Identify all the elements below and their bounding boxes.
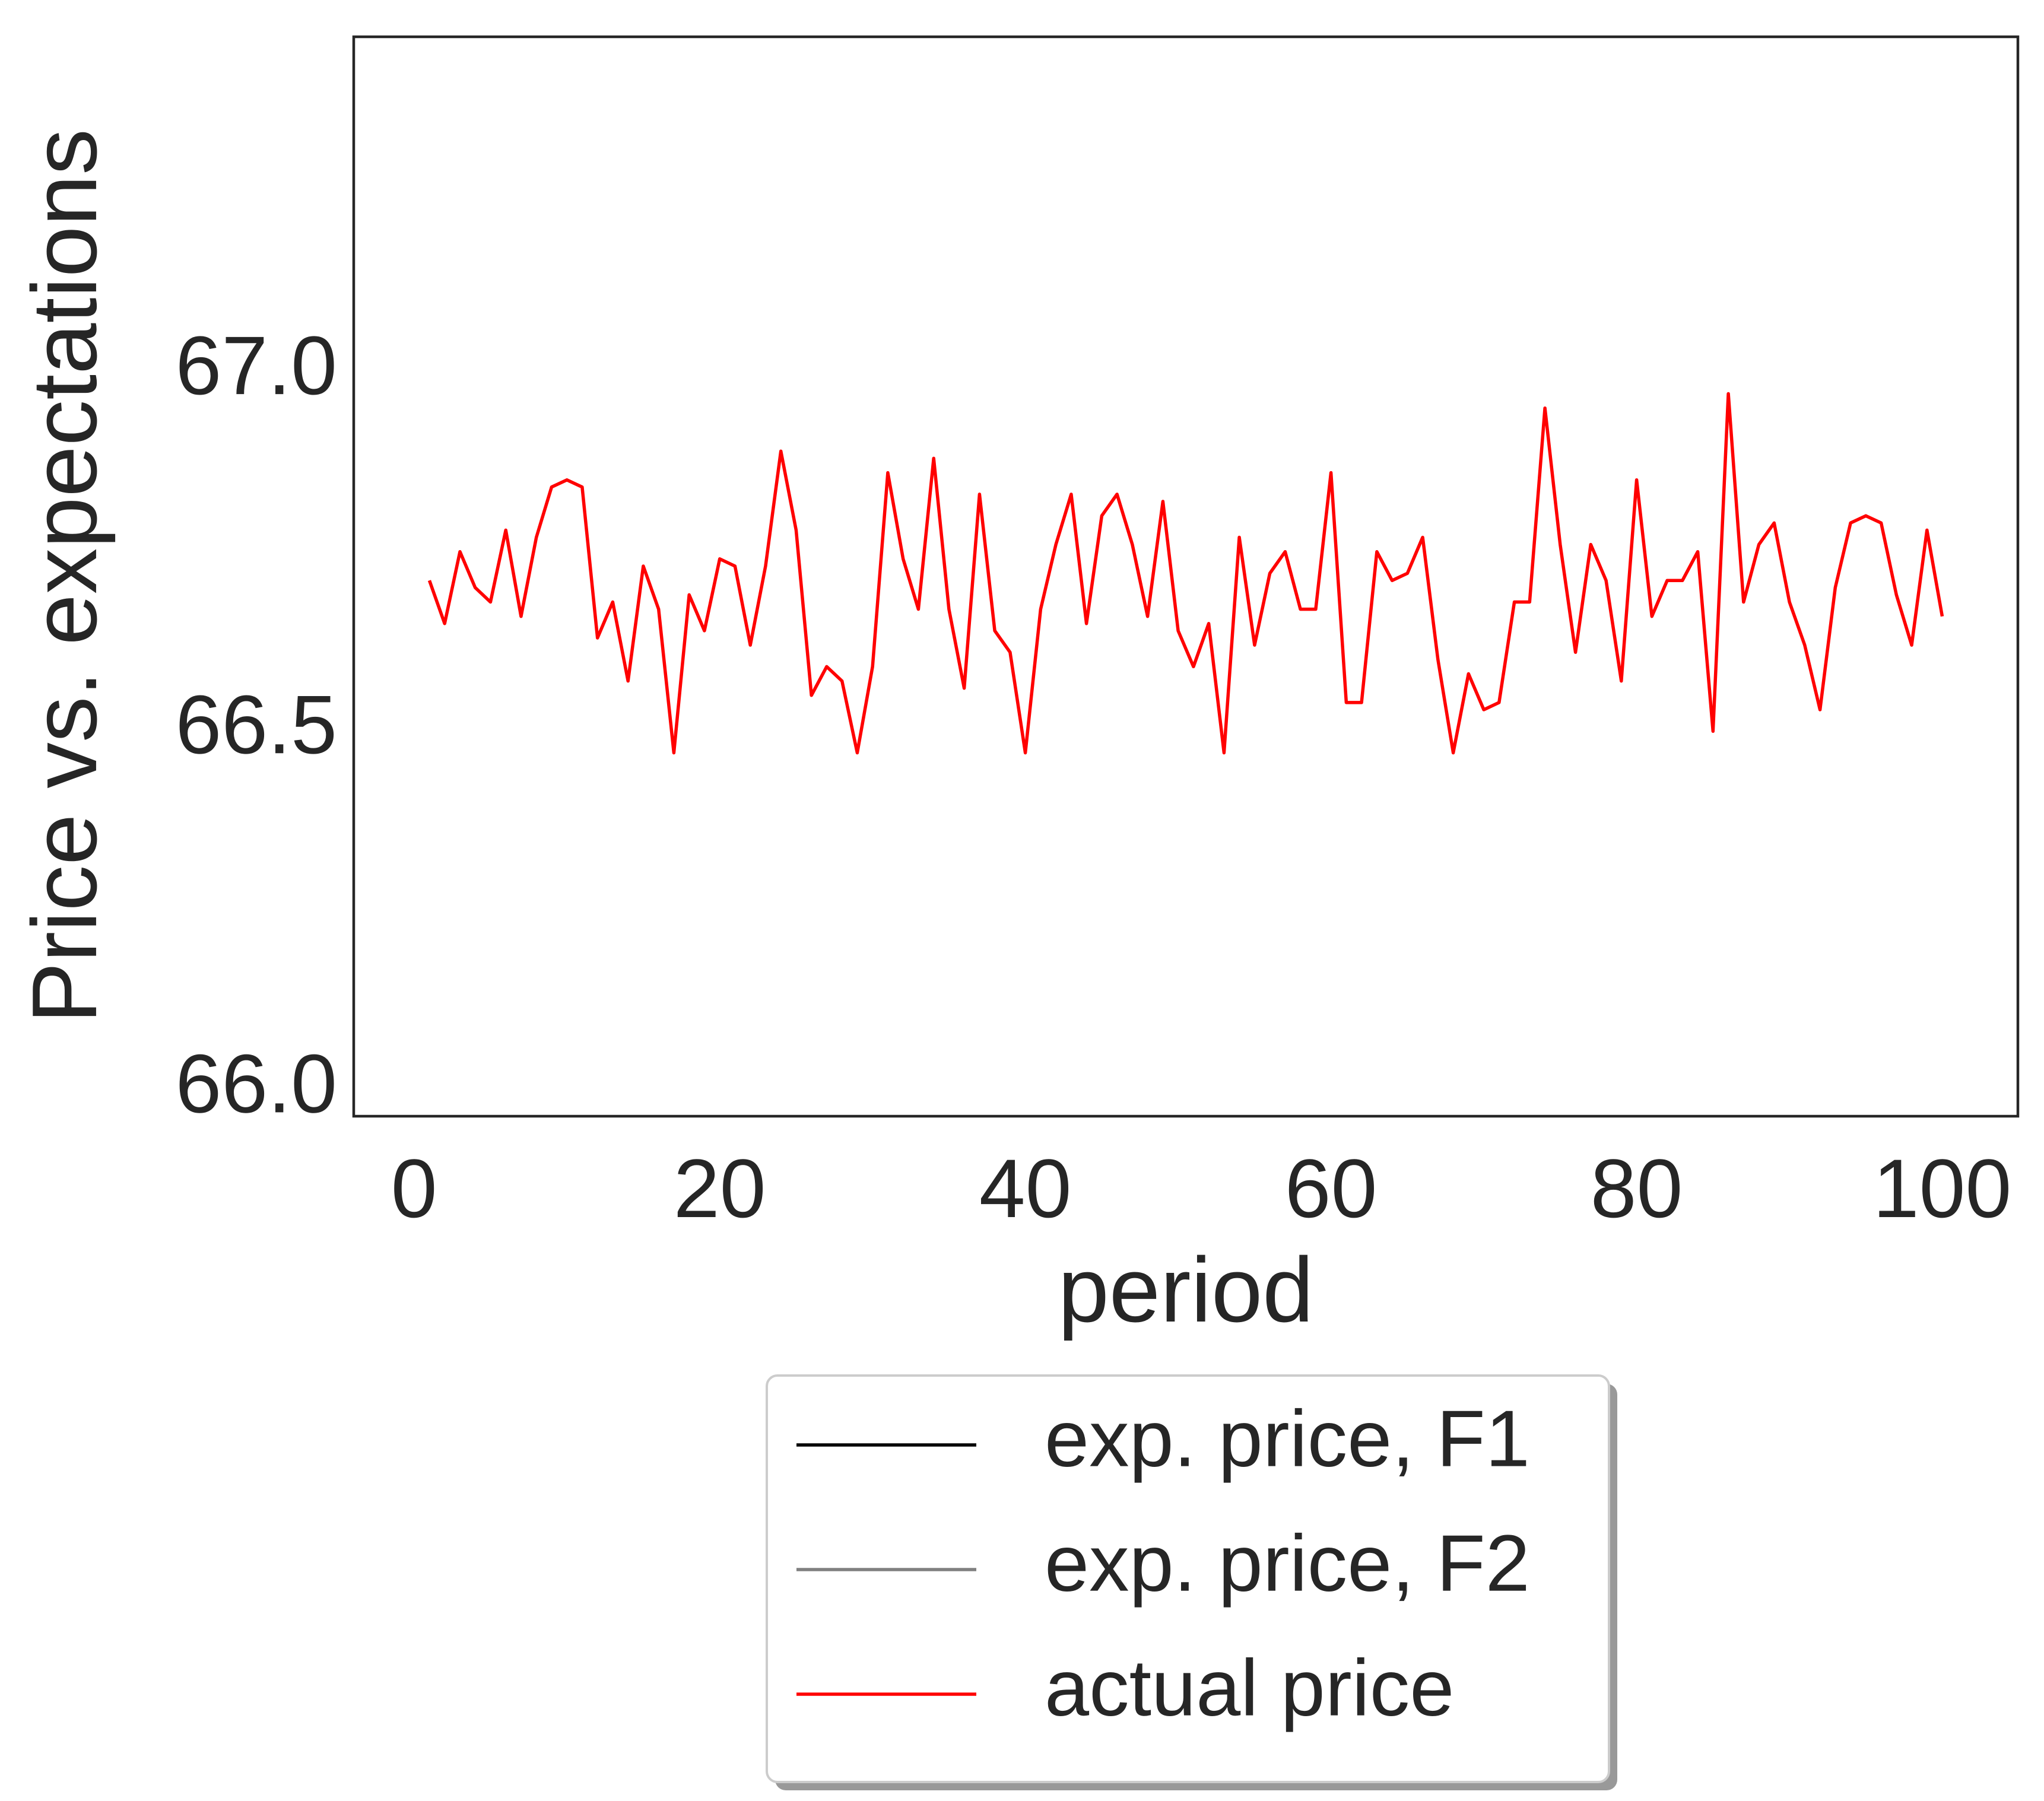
legend-label: exp. price, F2 xyxy=(1045,1519,1530,1608)
y-axis-label: Price vs. expectations xyxy=(13,129,116,1024)
x-tick-label: 0 xyxy=(391,1142,437,1235)
x-tick-label: 80 xyxy=(1591,1142,1683,1235)
x-tick-label: 60 xyxy=(1285,1142,1378,1235)
plot-frame xyxy=(352,35,2020,1118)
x-tick-label: 20 xyxy=(674,1142,766,1235)
x-axis-label: period xyxy=(1058,1238,1314,1341)
y-tick-label: 66.5 xyxy=(176,678,337,771)
legend-box xyxy=(766,1374,1610,1783)
legend-label: exp. price, F1 xyxy=(1045,1394,1530,1484)
series-line xyxy=(427,392,1944,755)
x-tick-label: 40 xyxy=(979,1142,1072,1235)
y-tick-label: 66.0 xyxy=(176,1037,337,1130)
legend-label: actual price xyxy=(1045,1643,1454,1733)
x-tick-label: 100 xyxy=(1873,1142,2012,1235)
y-tick-label: 67.0 xyxy=(176,319,337,412)
